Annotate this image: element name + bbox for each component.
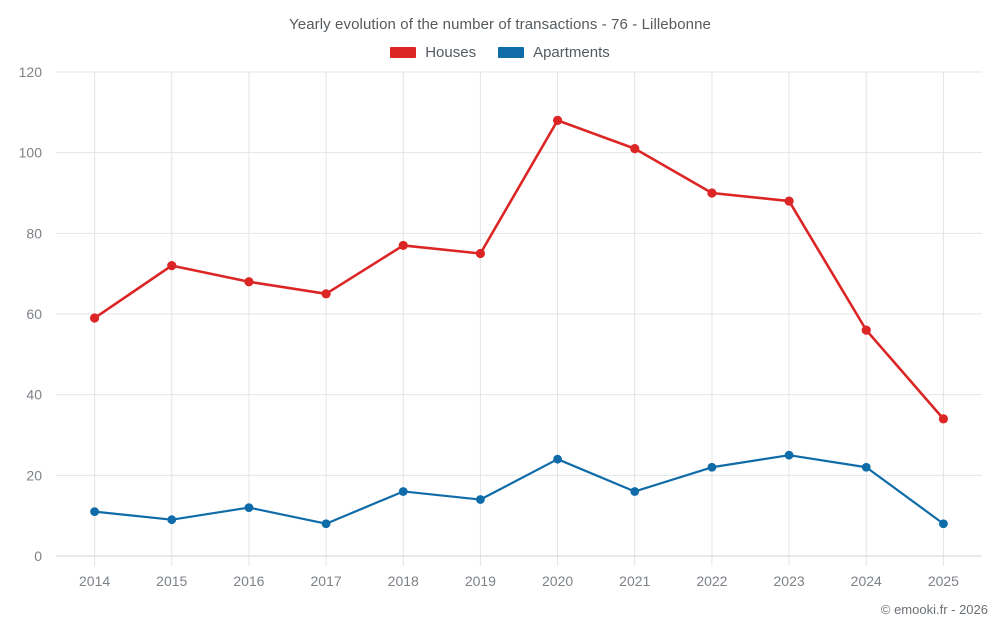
data-point[interactable] bbox=[90, 507, 99, 517]
legend-label: Houses bbox=[425, 44, 477, 61]
legend-label: Apartments bbox=[533, 44, 610, 61]
footer-credit: © emooki.fr - 2026 bbox=[880, 602, 988, 617]
data-point[interactable] bbox=[630, 487, 640, 496]
data-point[interactable] bbox=[552, 115, 563, 125]
svg-text:120: 120 bbox=[19, 64, 43, 80]
data-point[interactable] bbox=[938, 414, 949, 424]
svg-text:2014: 2014 bbox=[79, 573, 110, 589]
data-point[interactable] bbox=[167, 261, 177, 271]
svg-text:2021: 2021 bbox=[619, 573, 650, 589]
series-apartments bbox=[90, 450, 948, 529]
svg-text:20: 20 bbox=[26, 467, 42, 483]
x-axis-tick-labels: 2014 2015 2016 2017 2018 2019 2020 2021 2022 2023… bbox=[79, 573, 959, 589]
svg-text:60: 60 bbox=[26, 306, 42, 322]
svg-text:2025: 2025 bbox=[928, 573, 959, 589]
data-point[interactable] bbox=[475, 248, 486, 259]
data-point[interactable] bbox=[398, 487, 408, 496]
data-point[interactable] bbox=[861, 325, 871, 335]
svg-text:0: 0 bbox=[34, 548, 42, 564]
data-series-layer bbox=[89, 115, 949, 529]
data-point[interactable] bbox=[398, 240, 408, 251]
data-point[interactable] bbox=[321, 289, 331, 299]
y-axis-tick-labels: 0 20 40 60 80 100 120 bbox=[19, 64, 43, 564]
legend-swatch-icon bbox=[498, 47, 525, 58]
legend-item-apartments[interactable]: Apartments bbox=[498, 44, 610, 61]
chart-title: Yearly evolution of the number of transa… bbox=[289, 16, 711, 33]
legend-item-houses[interactable]: Houses bbox=[390, 44, 476, 61]
series-houses bbox=[89, 115, 949, 424]
data-point[interactable] bbox=[784, 196, 794, 206]
data-point[interactable] bbox=[244, 503, 254, 512]
svg-text:100: 100 bbox=[19, 145, 43, 161]
data-point[interactable] bbox=[244, 277, 254, 287]
svg-text:2023: 2023 bbox=[774, 573, 805, 589]
data-point[interactable] bbox=[321, 519, 331, 529]
data-point[interactable] bbox=[707, 462, 717, 472]
grid-lines bbox=[56, 71, 982, 566]
data-point[interactable] bbox=[784, 450, 794, 460]
chart-legend: Houses Apartments bbox=[0, 44, 1000, 61]
legend-swatch-icon bbox=[390, 47, 417, 58]
svg-text:2020: 2020 bbox=[542, 573, 573, 589]
data-point[interactable] bbox=[476, 495, 485, 504]
data-point[interactable] bbox=[707, 188, 717, 198]
svg-text:2016: 2016 bbox=[233, 573, 264, 589]
data-point[interactable] bbox=[939, 519, 948, 529]
data-point[interactable] bbox=[89, 313, 100, 323]
svg-text:2017: 2017 bbox=[311, 573, 342, 589]
svg-text:2019: 2019 bbox=[465, 573, 496, 589]
data-point[interactable] bbox=[861, 462, 871, 472]
svg-text:80: 80 bbox=[26, 225, 42, 241]
data-point[interactable] bbox=[553, 454, 562, 464]
svg-text:2022: 2022 bbox=[696, 573, 727, 589]
svg-text:2015: 2015 bbox=[156, 573, 187, 589]
data-point[interactable] bbox=[630, 144, 640, 154]
svg-text:40: 40 bbox=[26, 387, 42, 403]
svg-text:2018: 2018 bbox=[388, 573, 419, 589]
svg-text:2024: 2024 bbox=[851, 573, 882, 589]
data-point[interactable] bbox=[167, 515, 177, 525]
